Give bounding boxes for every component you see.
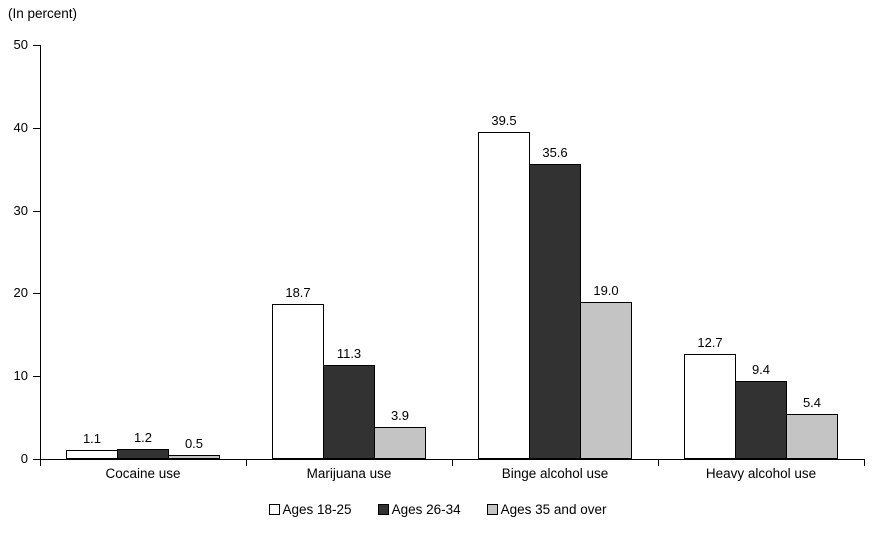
y-tick-label: 40 bbox=[13, 119, 28, 135]
bar-value-label: 1.2 bbox=[133, 430, 153, 446]
legend-label: Ages 26-34 bbox=[391, 502, 461, 517]
bar bbox=[323, 365, 375, 459]
bar bbox=[580, 301, 632, 459]
y-tick-mark bbox=[33, 210, 40, 212]
bar bbox=[374, 426, 426, 459]
x-tick-mark bbox=[658, 460, 659, 466]
category-label: Cocaine use bbox=[105, 466, 181, 481]
legend-label: Ages 35 and over bbox=[500, 502, 607, 517]
bar-column: 3.9 bbox=[374, 408, 426, 459]
plot-area bbox=[40, 45, 865, 460]
bar bbox=[66, 449, 118, 459]
y-tick-mark bbox=[33, 459, 40, 460]
bar-column: 19.0 bbox=[580, 283, 632, 459]
legend-label: Ages 18-25 bbox=[282, 502, 352, 517]
bar-group: 39.5 35.6 19.0 bbox=[452, 45, 658, 459]
x-tick-mark bbox=[452, 460, 453, 466]
category-label: Heavy alcohol use bbox=[705, 466, 817, 481]
legend-swatch-icon bbox=[377, 504, 389, 515]
bar-group: 1.1 1.2 0.5 bbox=[40, 45, 246, 459]
bar bbox=[272, 304, 324, 459]
bar-column: 5.4 bbox=[786, 395, 838, 459]
bar-column: 9.4 bbox=[735, 362, 787, 459]
y-tick-mark bbox=[33, 293, 40, 295]
bar-value-label: 12.7 bbox=[697, 334, 723, 350]
bar-value-label: 11.3 bbox=[336, 346, 362, 362]
x-tick-mark bbox=[40, 460, 41, 466]
bar-column: 35.6 bbox=[529, 145, 581, 459]
legend: Ages 18-25 Ages 26-34 Ages 35 and over bbox=[0, 502, 875, 517]
y-axis-unit-label: (In percent) bbox=[8, 6, 78, 21]
y-tick-label: 10 bbox=[13, 368, 28, 384]
bar bbox=[478, 131, 530, 459]
bar-value-label: 9.4 bbox=[751, 362, 771, 378]
bar-column: 0.5 bbox=[168, 436, 220, 459]
legend-item: Ages 18-25 bbox=[268, 502, 352, 517]
y-tick-label: 30 bbox=[13, 202, 28, 218]
bar bbox=[684, 353, 736, 459]
legend-swatch-icon bbox=[268, 504, 280, 515]
bar-group: 12.7 9.4 5.4 bbox=[658, 45, 864, 459]
bar-group: 18.7 11.3 3.9 bbox=[246, 45, 452, 459]
y-tick-mark bbox=[33, 376, 40, 378]
legend-swatch-icon bbox=[486, 504, 498, 515]
y-tick-mark bbox=[33, 127, 40, 129]
bar-column: 12.7 bbox=[684, 335, 736, 459]
bar-column: 11.3 bbox=[323, 346, 375, 459]
bar-value-label: 1.1 bbox=[82, 430, 102, 446]
category-label: Marijuana use bbox=[306, 466, 392, 481]
bar-value-label: 35.6 bbox=[542, 145, 568, 161]
bar-value-label: 3.9 bbox=[390, 407, 410, 423]
y-tick-mark bbox=[33, 45, 40, 46]
bar-value-label: 19.0 bbox=[593, 282, 619, 298]
bar-value-label: 5.4 bbox=[802, 395, 822, 411]
bar-column: 1.2 bbox=[117, 430, 169, 459]
bar bbox=[735, 381, 787, 459]
x-tick-mark bbox=[864, 460, 865, 466]
bar-value-label: 39.5 bbox=[491, 112, 517, 128]
bar-column: 18.7 bbox=[272, 285, 324, 459]
bar-column: 39.5 bbox=[478, 113, 530, 459]
y-tick-label: 20 bbox=[13, 285, 28, 301]
bar-value-label: 18.7 bbox=[285, 285, 311, 301]
bar bbox=[168, 454, 220, 459]
y-tick-label: 0 bbox=[20, 451, 28, 466]
legend-item: Ages 26-34 bbox=[377, 502, 461, 517]
bar bbox=[786, 414, 838, 459]
y-tick-label: 50 bbox=[13, 37, 28, 52]
legend-item: Ages 35 and over bbox=[486, 502, 607, 517]
x-tick-mark bbox=[246, 460, 247, 466]
category-label: Binge alcohol use bbox=[501, 466, 609, 481]
bar-column: 1.1 bbox=[66, 431, 118, 459]
bar bbox=[529, 164, 581, 459]
bar-value-label: 0.5 bbox=[184, 435, 204, 451]
bar bbox=[117, 449, 169, 459]
